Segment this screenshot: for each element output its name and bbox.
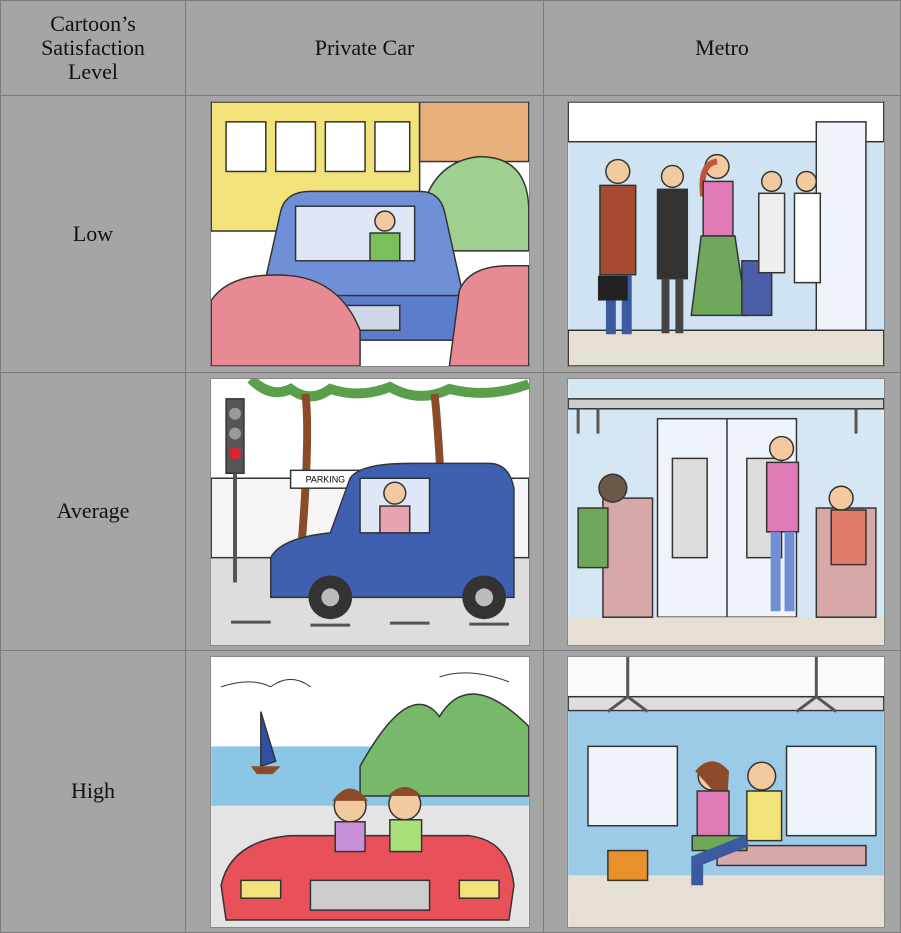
cartoon-metro-couple: [567, 656, 885, 928]
cartoon-metro-seated: [567, 378, 885, 646]
row-text: High: [71, 778, 115, 804]
cartoon-car-seaside: [210, 656, 530, 928]
illustration: [211, 102, 529, 366]
row-label: Low: [0, 95, 186, 373]
row-text: Low: [72, 220, 114, 246]
illustration: [211, 672, 529, 927]
illustration: [568, 657, 884, 927]
parking-sign: PARKING: [306, 475, 346, 485]
illustration: PARKING: [211, 379, 529, 645]
illustration: [568, 102, 884, 366]
header-text: Cartoon’s Satisfaction Level: [41, 10, 145, 85]
row-label: High: [0, 650, 186, 933]
row-text: Average: [56, 498, 130, 524]
header-text: Metro: [695, 34, 749, 60]
cartoon-car-traffic: [210, 101, 530, 367]
illustration: [568, 379, 884, 645]
row-label: Average: [0, 372, 186, 651]
header-cell: Cartoon’s Satisfaction Level: [0, 0, 186, 96]
header-cell: Private Car: [185, 0, 544, 96]
cartoon-metro-crowd: [567, 101, 885, 367]
header-cell: Metro: [543, 0, 901, 96]
header-text: Private Car: [314, 34, 415, 60]
cartoon-car-parking: PARKING: [210, 378, 530, 646]
